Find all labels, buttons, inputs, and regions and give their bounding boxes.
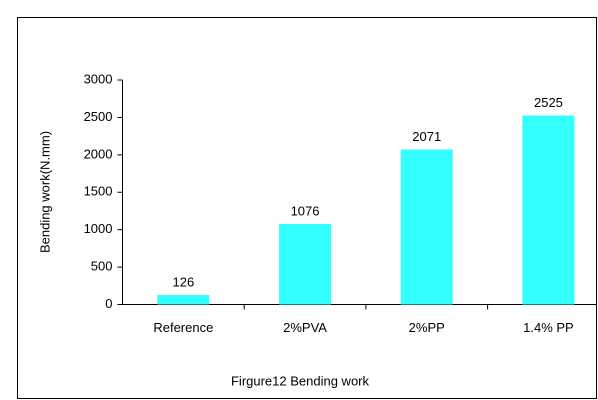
y-tick-label: 2000 (84, 146, 113, 161)
data-label: 126 (172, 275, 194, 290)
x-tick-label: 1.4% PP (523, 320, 574, 335)
y-tick-label: 0 (105, 296, 112, 311)
data-label: 2071 (412, 129, 441, 144)
x-tick-label: Reference (153, 320, 213, 335)
y-tick-label: 3000 (84, 71, 113, 86)
bar (279, 223, 332, 305)
x-tick-label: 2%PP (409, 320, 445, 335)
data-label: 2525 (534, 95, 563, 110)
y-tick-label: 500 (91, 259, 113, 274)
frame (17, 17, 597, 399)
bar (400, 149, 453, 305)
y-tick-label: 2500 (84, 109, 113, 124)
bar (157, 295, 210, 305)
y-axis-label: Bending work(N.mm) (37, 131, 52, 253)
chart-title: Firgure12 Bending work (231, 373, 370, 388)
bar (522, 115, 575, 305)
y-tick-label: 1500 (84, 184, 113, 199)
y-tick-label: 1000 (84, 221, 113, 236)
data-label: 1076 (291, 203, 320, 218)
x-tick-label: 2%PVA (283, 320, 327, 335)
